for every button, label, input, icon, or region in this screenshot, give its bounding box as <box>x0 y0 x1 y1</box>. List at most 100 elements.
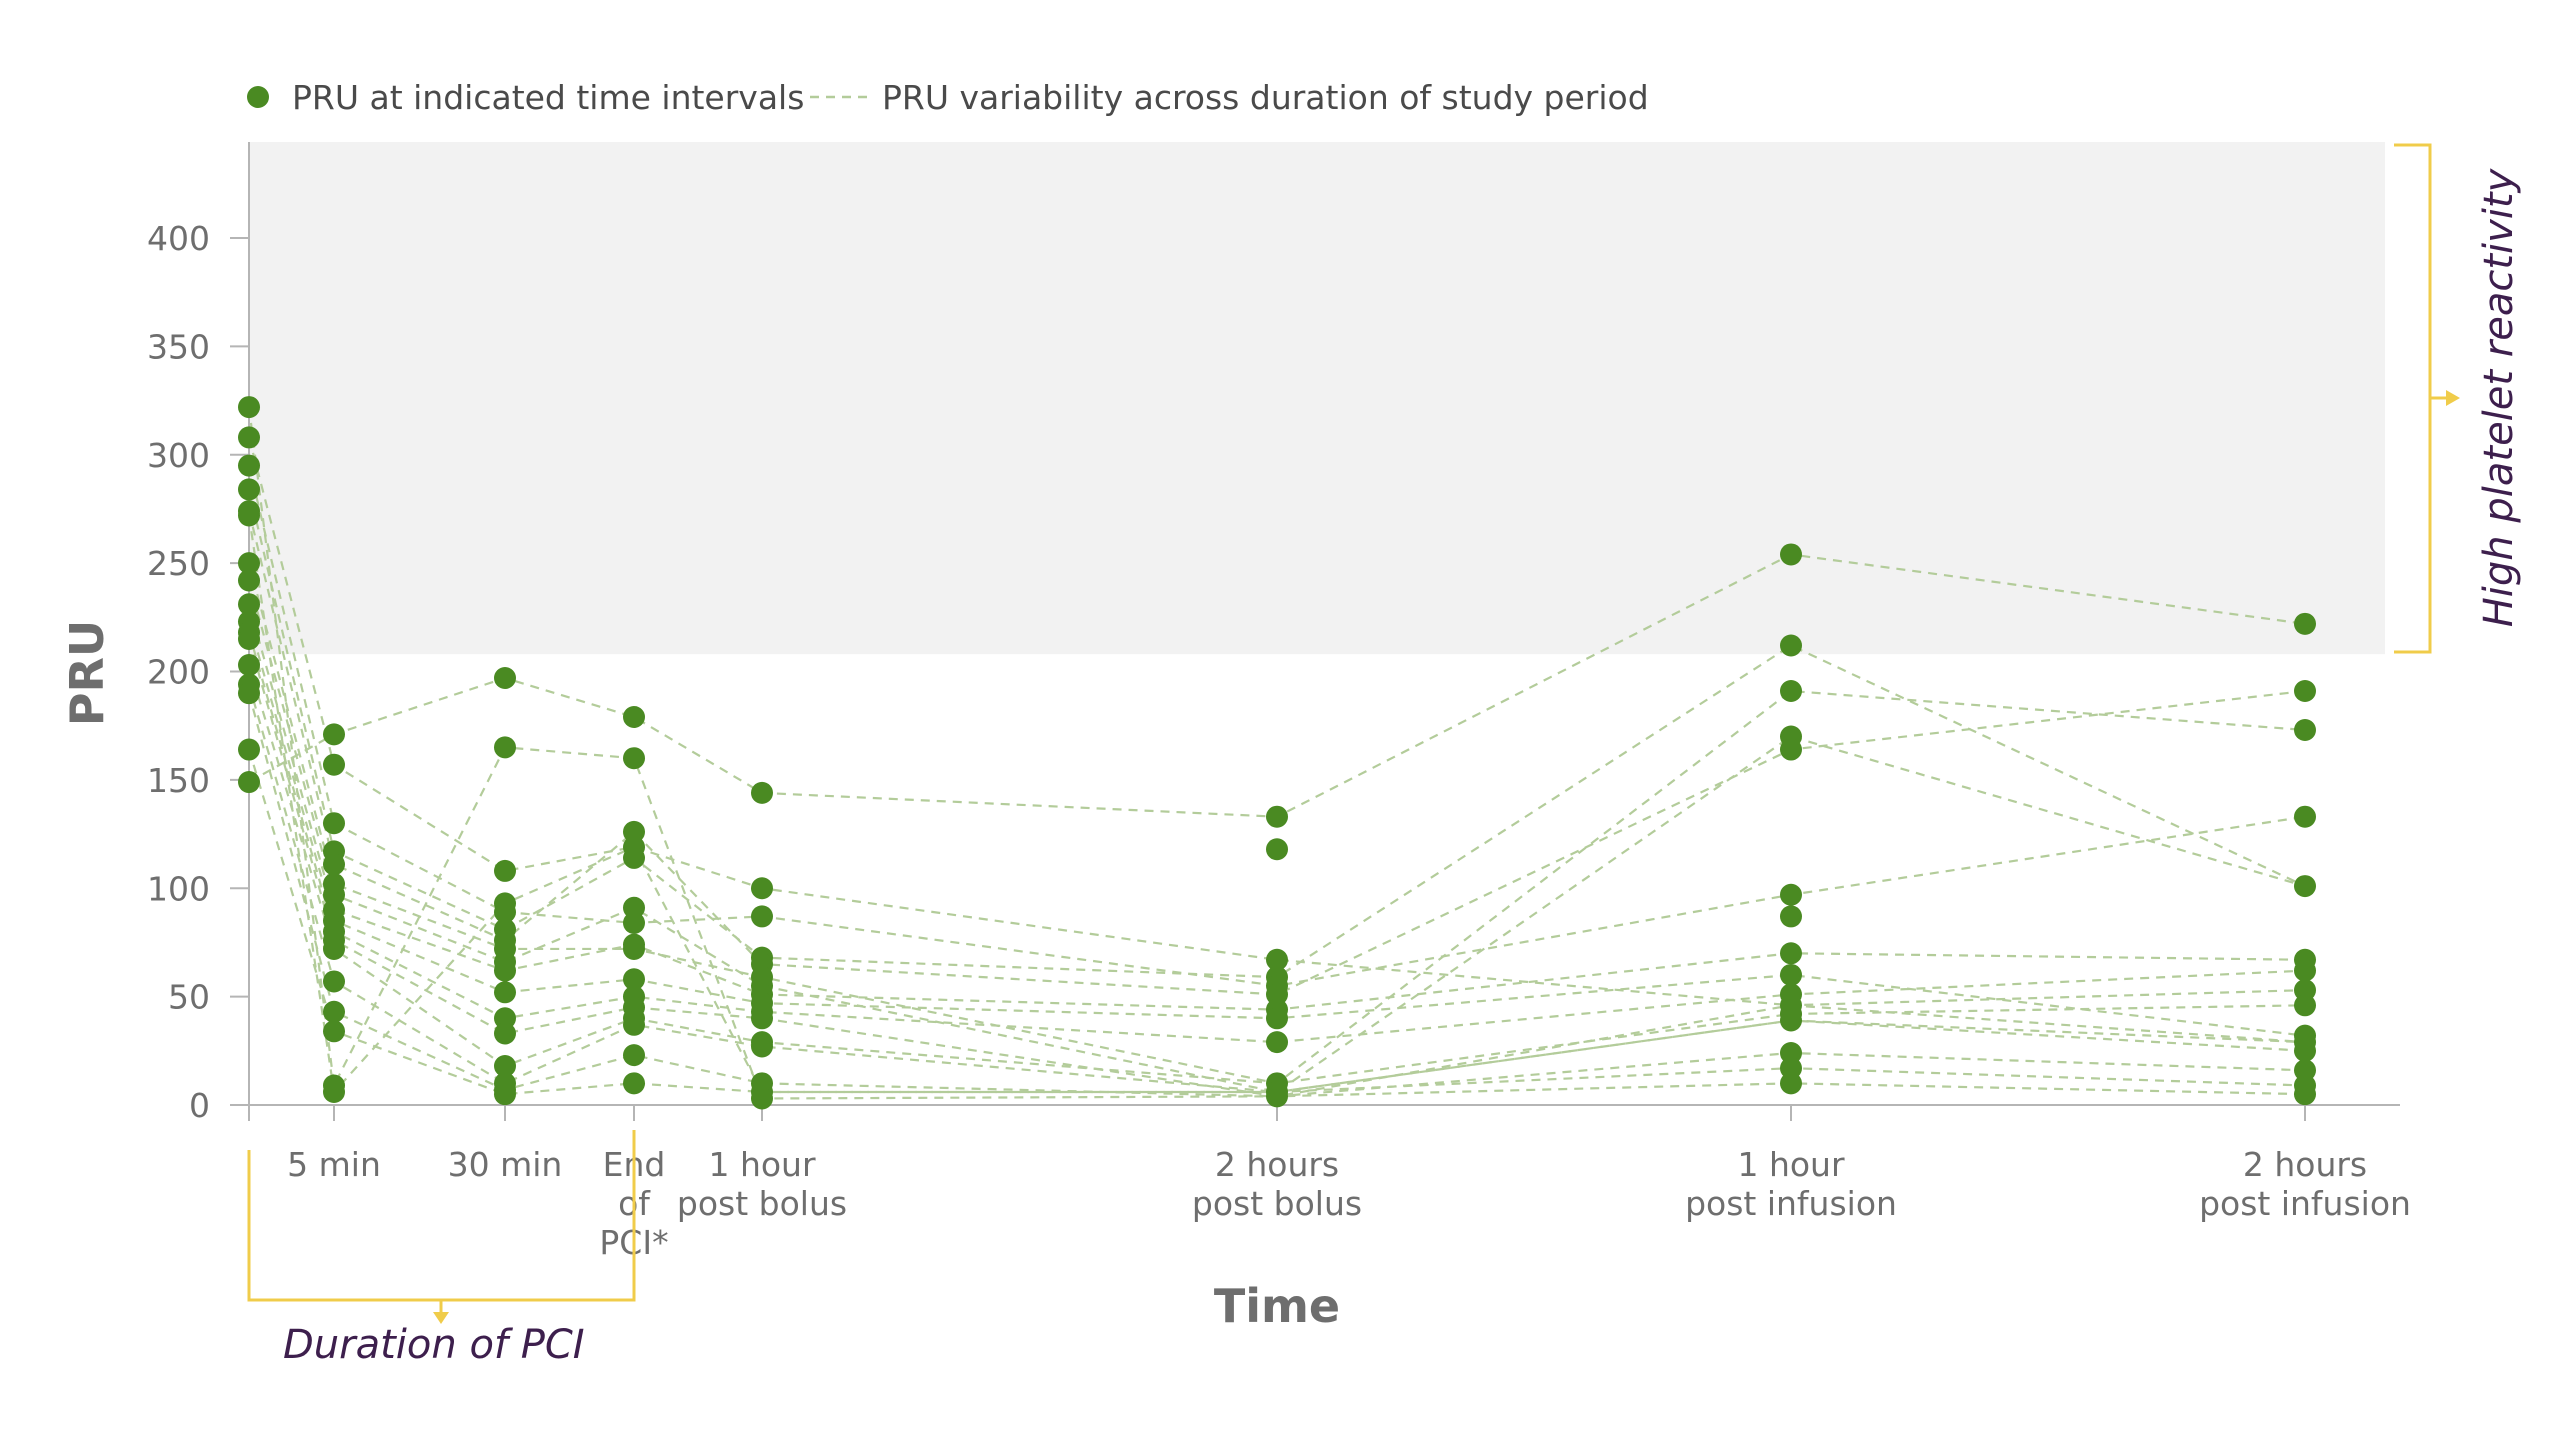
data-point <box>238 771 260 794</box>
data-point <box>323 970 345 993</box>
trace-line <box>247 489 2306 979</box>
data-point <box>238 478 260 501</box>
data-point <box>494 959 516 982</box>
data-point <box>238 627 260 650</box>
x-tick-label: post bolus <box>1192 1184 1362 1223</box>
data-point <box>1780 905 1802 928</box>
x-axis-title: Time <box>1214 1279 1340 1333</box>
data-point <box>1266 1007 1288 1030</box>
trace-line <box>248 553 2306 818</box>
trace-line <box>247 437 2306 1044</box>
data-point <box>2294 959 2316 982</box>
data-point <box>623 846 645 869</box>
data-point <box>623 896 645 919</box>
legend-label-dots: PRU at indicated time intervals <box>292 78 804 117</box>
data-point <box>323 1080 345 1103</box>
trace-line <box>247 621 2306 1037</box>
data-point <box>2294 994 2316 1017</box>
data-point <box>751 1087 773 1110</box>
x-tick-label: post infusion <box>1685 1184 1897 1223</box>
y-axis-ticks: 0 50 100 150 200 250 300 350 400 <box>147 219 249 1125</box>
data-point <box>323 853 345 876</box>
data-point <box>494 1007 516 1030</box>
y-tick-label: 50 <box>168 978 210 1017</box>
data-point <box>323 937 345 960</box>
trace-line <box>247 515 2306 1095</box>
trace-line <box>247 580 2306 1094</box>
data-point <box>623 1044 645 1067</box>
y-tick-label: 400 <box>147 219 210 258</box>
data-point <box>323 812 345 835</box>
trace-lines <box>247 406 2306 1100</box>
data-point <box>494 901 516 924</box>
data-point <box>238 569 260 592</box>
data-point <box>1780 963 1802 986</box>
high-platelet-reactivity-bracket: High platelet reactivity <box>2394 143 2522 654</box>
x-tick-label: post bolus <box>677 1184 847 1223</box>
data-point <box>1780 1057 1802 1080</box>
legend-label-dashed: PRU variability across duration of study… <box>882 78 1649 117</box>
y-tick-label: 0 <box>189 1086 210 1125</box>
trace-line <box>247 632 2306 1044</box>
data-point <box>1266 948 1288 971</box>
data-point <box>2294 719 2316 742</box>
y-tick-label: 250 <box>147 544 210 583</box>
data-point <box>323 1000 345 1023</box>
hpr-bracket-line <box>2394 143 2432 654</box>
y-tick-label: 350 <box>147 327 210 366</box>
data-point <box>494 736 516 759</box>
data-point <box>1780 1072 1802 1095</box>
data-point <box>494 667 516 690</box>
x-tick-label: 1 hour <box>1737 1145 1845 1184</box>
data-point <box>2294 1083 2316 1106</box>
high-platelet-reactivity-region <box>249 142 2385 655</box>
data-point <box>751 905 773 928</box>
data-point <box>494 1083 516 1106</box>
data-point <box>1780 1041 1802 1064</box>
x-tick-label: 1 hour <box>708 1145 816 1184</box>
data-point <box>751 1035 773 1058</box>
data-point <box>238 504 260 527</box>
data-point <box>623 820 645 843</box>
data-point <box>238 738 260 761</box>
x-tick-label: 30 min <box>448 1145 563 1184</box>
data-point <box>2294 875 2316 898</box>
data-point <box>751 1007 773 1030</box>
data-point <box>323 1020 345 1043</box>
data-point <box>623 937 645 960</box>
data-point <box>323 883 345 906</box>
data-point <box>238 426 260 449</box>
data-point <box>1780 942 1802 965</box>
data-point <box>494 859 516 882</box>
trace-line <box>247 465 2306 987</box>
trace-line <box>247 664 2306 1085</box>
data-point <box>1266 838 1288 861</box>
data-point <box>238 593 260 616</box>
pci-duration-bracket: Duration of PCI <box>247 1130 636 1368</box>
data-point <box>494 1054 516 1077</box>
trace-line <box>247 749 2306 1096</box>
data-points <box>238 396 2316 1110</box>
data-point <box>2294 612 2316 635</box>
legend-dot-marker <box>247 86 269 108</box>
data-point <box>623 1072 645 1095</box>
trace-line <box>247 684 2306 1094</box>
legend: PRU at indicated time intervals PRU vari… <box>247 78 1649 117</box>
trace-line <box>247 562 2306 1085</box>
data-point <box>238 682 260 705</box>
data-point <box>623 747 645 770</box>
data-point <box>1780 634 1802 657</box>
y-tick-label: 300 <box>147 436 210 475</box>
data-point <box>238 454 260 477</box>
x-tick-label: 5 min <box>287 1145 381 1184</box>
data-point <box>623 968 645 991</box>
data-point <box>751 781 773 804</box>
data-point <box>623 706 645 729</box>
data-point <box>238 396 260 419</box>
data-point <box>1780 883 1802 906</box>
x-tick-label: 2 hours <box>2243 1145 2367 1184</box>
trace-line <box>247 510 2306 996</box>
data-point <box>494 981 516 1004</box>
trace-line <box>247 604 2306 1011</box>
